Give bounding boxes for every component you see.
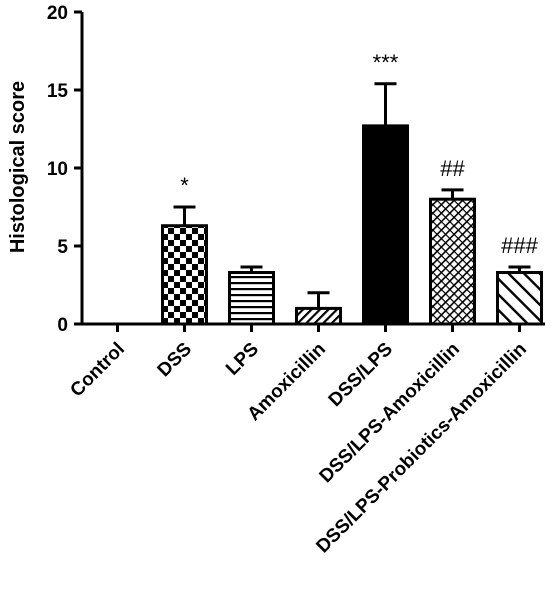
y-tick-label: 20 bbox=[47, 3, 68, 24]
y-tick-label: 0 bbox=[57, 315, 68, 336]
bar-dss-lps-probiotics-amoxicillin bbox=[496, 271, 543, 326]
x-tick-label: LPS bbox=[222, 339, 263, 380]
bar-amoxicillin bbox=[295, 306, 342, 326]
bar-dss-lps bbox=[362, 124, 409, 326]
x-tick-label: DSS/LPS bbox=[325, 339, 397, 411]
y-axis-label: Histological score bbox=[7, 81, 29, 253]
bar-lps bbox=[228, 271, 275, 326]
x-tick-label: DSS bbox=[154, 339, 196, 381]
y-tick-label: 5 bbox=[57, 237, 68, 258]
bar-dss-lps-amoxicillin bbox=[429, 197, 476, 326]
bar-dss bbox=[161, 224, 208, 326]
y-tick-label: 10 bbox=[47, 159, 68, 180]
y-tick-label: 15 bbox=[47, 81, 69, 102]
significance-annotation: *** bbox=[373, 50, 399, 75]
significance-annotation: ## bbox=[440, 156, 465, 181]
significance-annotation: * bbox=[180, 173, 189, 198]
significance-annotation: ### bbox=[501, 233, 538, 258]
bars-group bbox=[161, 82, 543, 326]
x-tick-label: Control bbox=[66, 339, 129, 402]
